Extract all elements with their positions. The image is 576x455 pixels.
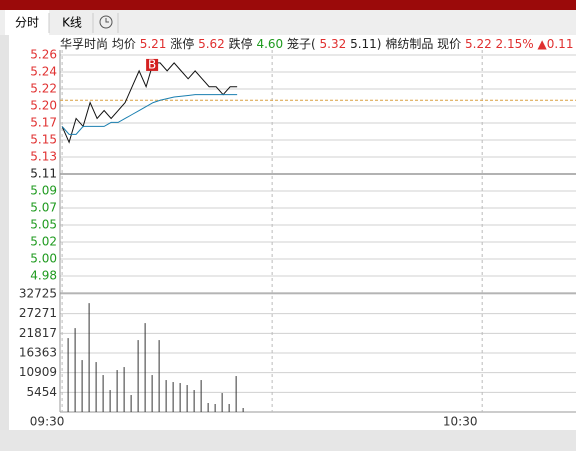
trade-marker-label: B [148, 57, 156, 71]
y-tick-label: 16363 [19, 345, 57, 359]
tab-active[interactable] [5, 10, 49, 35]
tab-bar [0, 10, 576, 35]
y-tick-label: 5.20 [30, 99, 57, 113]
y-tick-label: 5.17 [30, 115, 57, 129]
info-text: 均价 [112, 37, 136, 51]
top-bar [0, 0, 576, 10]
y-tick-label: 5.09 [30, 183, 57, 197]
bottom-bar [0, 430, 576, 451]
y-tick-label: 21817 [19, 326, 57, 340]
info-text: 4.60 [256, 37, 283, 51]
x-tick-label: 09:30 [30, 415, 65, 429]
info-text: 5.21 [140, 37, 167, 51]
info-text: 棉纺制品 [385, 37, 433, 51]
left-strip [0, 35, 9, 430]
trade-marker [146, 58, 159, 71]
y-tick-label: 5454 [26, 385, 57, 399]
y-tick-label: 27271 [19, 306, 57, 320]
info-text: ▲0.11 [538, 37, 574, 51]
y-tick-label: 5.22 [30, 82, 57, 96]
info-text: 5.32 [320, 37, 347, 51]
tab[interactable]: K线 [62, 16, 82, 30]
info-text: 华孚时尚 [60, 37, 108, 51]
y-tick-label: 5.11 [30, 167, 57, 181]
info-text: 5.22 [465, 37, 492, 51]
y-tick-label: 5.07 [30, 201, 57, 215]
price-line [61, 62, 238, 144]
y-tick-label: 5.24 [30, 64, 57, 78]
info-text: 5.11) [350, 37, 381, 51]
x-tick-label: 10:30 [443, 415, 478, 429]
y-tick-label: 5.05 [30, 218, 57, 232]
y-tick-label: 10909 [19, 365, 57, 379]
info-text: 笼子( [287, 36, 316, 51]
info-text: 现价 [437, 37, 461, 51]
price-line [61, 94, 238, 135]
y-tick-label: 5.00 [30, 251, 57, 265]
y-tick-label: 5.13 [30, 150, 57, 164]
y-tick-label: 5.15 [30, 132, 57, 146]
history-icon[interactable] [99, 15, 113, 29]
info-text: 2.15% [496, 37, 534, 51]
tab[interactable]: 分时 [15, 16, 39, 30]
y-tick-label: 5.02 [30, 234, 57, 248]
info-text: 5.62 [198, 37, 225, 51]
y-tick-label: 32725 [19, 287, 57, 301]
info-line: 华孚时尚 均价 5.21 涨停 5.62 跌停 4.60 笼子( 5.32 5.… [60, 36, 576, 51]
y-tick-label: 5.26 [30, 48, 57, 62]
info-text: 跌停 [229, 36, 253, 51]
y-tick-label: 4.98 [30, 269, 57, 283]
info-text: 涨停 [170, 36, 194, 51]
